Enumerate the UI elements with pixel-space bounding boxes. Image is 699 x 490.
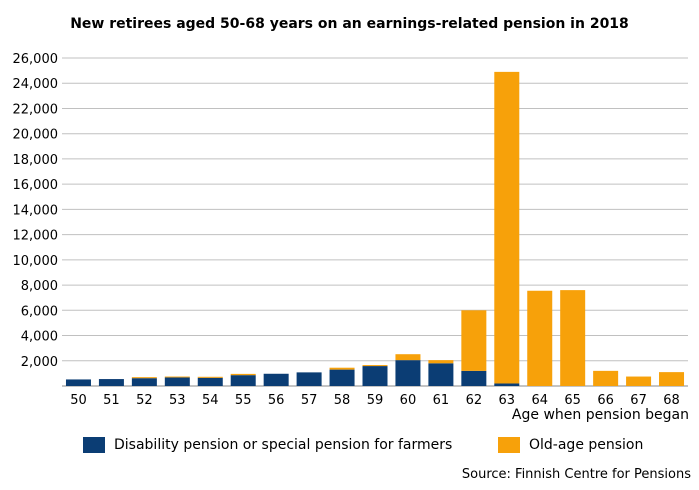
y-tick-label: 18,000 — [13, 153, 59, 168]
gridlines — [62, 57, 688, 387]
y-tick-label: 4,000 — [21, 330, 58, 345]
x-tick-label: 50 — [70, 393, 87, 408]
legend-label-disability: Disability pension or special pension fo… — [114, 437, 453, 453]
x-tick-label: 60 — [400, 393, 417, 408]
x-axis-ticks: 50 51 52 53 54 55 56 57 58 59 60 61 62 63 64 65 66 67 68 — [70, 393, 680, 408]
x-tick-label: 62 — [466, 393, 483, 408]
x-tick-label: 68 — [663, 393, 680, 408]
bar-disability-56 — [263, 373, 289, 386]
bar-old-age-53 — [164, 376, 190, 378]
bar-disability-57 — [296, 372, 322, 386]
bar-old-age-62 — [461, 310, 487, 371]
y-tick-label: 22,000 — [13, 102, 59, 117]
bar-disability-58 — [329, 369, 355, 386]
y-tick-label: 2,000 — [21, 355, 58, 370]
y-tick-label: 20,000 — [13, 128, 59, 143]
bar-disability-51 — [98, 379, 124, 386]
x-tick-label: 55 — [235, 393, 252, 408]
bar-old-age-59 — [362, 365, 388, 367]
bar-old-age-60 — [395, 354, 421, 361]
bar-disability-63 — [494, 383, 520, 386]
bar-old-age-65 — [560, 290, 586, 386]
bar-old-age-64 — [527, 290, 553, 386]
bar-disability-60 — [395, 360, 421, 386]
y-axis-ticks: 2,000 4,000 6,000 8,000 10,000 12,000 14,000 16… — [13, 52, 59, 370]
legend-item-old-age: Old-age pension — [498, 437, 643, 453]
bar-old-age-68 — [659, 372, 685, 386]
bar-old-age-67 — [626, 376, 652, 386]
x-tick-label: 53 — [169, 393, 186, 408]
x-tick-label: 61 — [433, 393, 450, 408]
x-tick-label: 52 — [136, 393, 153, 408]
bar-old-age-63 — [494, 71, 520, 384]
bar-old-age-55 — [230, 373, 256, 376]
bar-old-age-54 — [197, 376, 223, 378]
x-tick-label: 54 — [202, 393, 219, 408]
x-tick-label: 59 — [367, 393, 384, 408]
x-tick-label: 51 — [103, 393, 120, 408]
bar-disability-53 — [164, 377, 190, 386]
bar-old-age-61 — [428, 360, 454, 364]
bar-old-age-52 — [131, 377, 157, 379]
bar-disability-52 — [131, 378, 157, 386]
x-tick-label: 65 — [564, 393, 581, 408]
x-tick-label: 57 — [301, 393, 318, 408]
x-tick-label: 67 — [630, 393, 647, 408]
legend-swatch-old-age — [498, 437, 520, 453]
legend-swatch-disability — [83, 437, 105, 453]
y-tick-label: 14,000 — [13, 203, 59, 218]
x-tick-label: 63 — [499, 393, 516, 408]
chart-title: New retirees aged 50-68 years on an earn… — [70, 16, 629, 32]
y-tick-label: 12,000 — [13, 229, 59, 244]
source-note: Source: Finnish Centre for Pensions — [461, 467, 691, 482]
x-tick-label: 58 — [334, 393, 351, 408]
x-tick-label: 56 — [268, 393, 285, 408]
bar-disability-61 — [428, 363, 454, 386]
x-tick-label: 64 — [531, 393, 548, 408]
y-tick-label: 24,000 — [13, 77, 59, 92]
y-tick-label: 26,000 — [13, 52, 59, 67]
legend-label-old-age: Old-age pension — [529, 437, 644, 453]
x-axis-label: Age when pension began — [511, 407, 689, 423]
bar-disability-54 — [197, 377, 223, 386]
y-tick-label: 10,000 — [13, 254, 59, 269]
bars — [65, 71, 685, 386]
legend-item-disability: Disability pension or special pension fo… — [83, 437, 452, 453]
bar-disability-59 — [362, 366, 388, 386]
bar-old-age-66 — [593, 370, 619, 386]
bar-disability-50 — [65, 379, 91, 386]
bar-old-age-58 — [329, 367, 355, 370]
y-tick-label: 16,000 — [13, 178, 59, 193]
bar-disability-55 — [230, 375, 256, 386]
x-tick-label: 66 — [597, 393, 614, 408]
y-tick-label: 8,000 — [21, 279, 58, 294]
bar-disability-62 — [461, 370, 487, 386]
y-tick-label: 6,000 — [21, 304, 58, 319]
